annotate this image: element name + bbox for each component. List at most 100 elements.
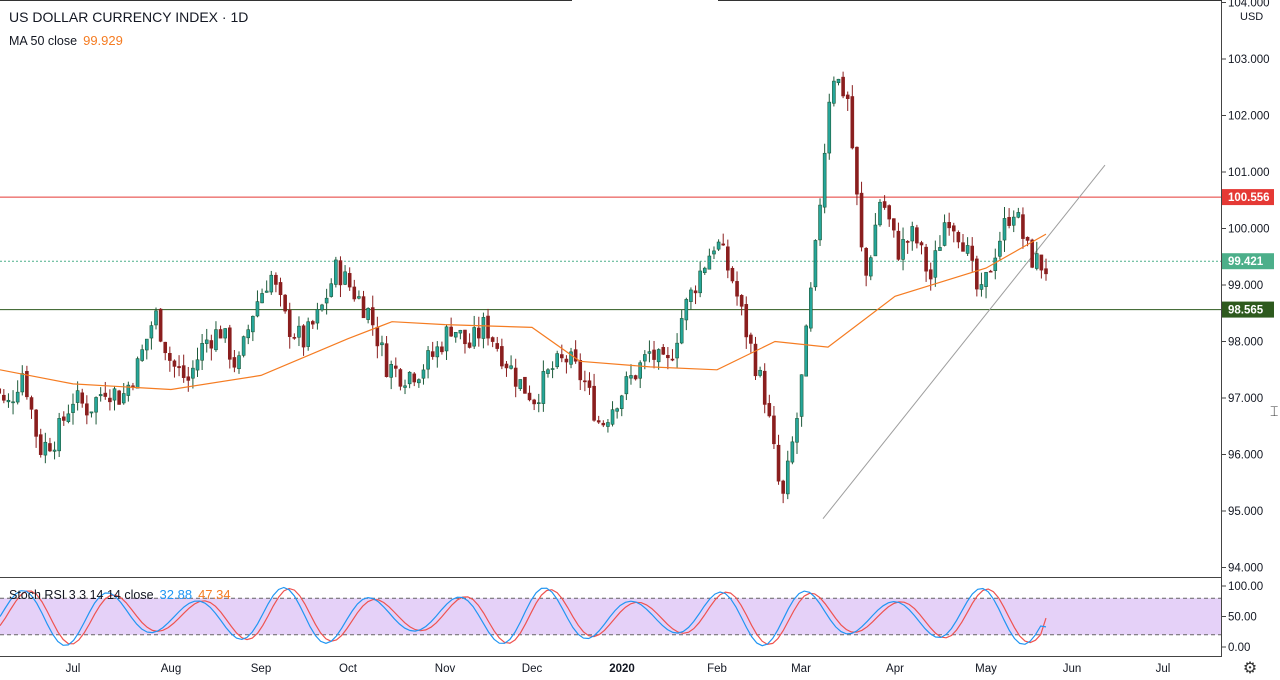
candle-body bbox=[112, 388, 117, 401]
candle-body bbox=[868, 257, 873, 277]
candle-body bbox=[845, 94, 850, 99]
gear-icon[interactable]: ⚙ bbox=[1242, 658, 1258, 677]
time-tick-label: May bbox=[975, 663, 997, 675]
candle-body bbox=[569, 351, 573, 365]
candle-body bbox=[753, 343, 758, 377]
candle-body bbox=[707, 255, 712, 270]
symbol-title: US DOLLAR CURRENCY INDEX · 1D bbox=[9, 9, 249, 25]
candle-body bbox=[541, 371, 546, 404]
candle-body bbox=[606, 422, 610, 427]
candle-body bbox=[643, 354, 647, 362]
candle-body bbox=[726, 246, 730, 271]
stoch-tick-label: 0.00 bbox=[1228, 642, 1250, 654]
candle-body bbox=[988, 270, 993, 273]
candle-body bbox=[652, 349, 656, 360]
candle-body bbox=[500, 346, 504, 367]
candle-body bbox=[108, 397, 112, 403]
candle-body bbox=[523, 376, 527, 394]
price-tick-label: 97.000 bbox=[1228, 393, 1263, 405]
candle-body bbox=[527, 392, 532, 401]
price-tick-label: 96.000 bbox=[1228, 450, 1263, 462]
candle-body bbox=[841, 76, 845, 97]
candle-body bbox=[573, 349, 578, 362]
candle-body bbox=[721, 243, 726, 246]
candle-body bbox=[172, 360, 177, 367]
price-tick-label: 95.000 bbox=[1228, 506, 1263, 518]
candle-body bbox=[550, 368, 555, 370]
candle-body bbox=[15, 391, 20, 403]
candle-body bbox=[1021, 214, 1025, 239]
candle-body bbox=[343, 271, 347, 285]
candle-body bbox=[905, 241, 910, 243]
candle-body bbox=[75, 390, 80, 403]
candle-body bbox=[1034, 253, 1039, 269]
candle-body bbox=[785, 460, 790, 495]
candle-body bbox=[214, 329, 218, 351]
candle-body bbox=[928, 269, 933, 280]
candle-body bbox=[61, 416, 66, 421]
candle-body bbox=[809, 287, 813, 329]
candle-body bbox=[767, 403, 772, 417]
candle-body bbox=[223, 328, 227, 339]
time-tick-label: Jul bbox=[66, 663, 81, 675]
candle-body bbox=[306, 321, 310, 347]
candle-body bbox=[1007, 217, 1011, 226]
candle-body bbox=[795, 418, 799, 443]
candle-body bbox=[1025, 236, 1030, 241]
candle-body bbox=[352, 286, 357, 300]
candle-body bbox=[89, 411, 94, 414]
candle-body bbox=[251, 315, 255, 333]
candle-body bbox=[633, 375, 638, 380]
candle-body bbox=[693, 290, 698, 294]
candle-body bbox=[366, 308, 370, 320]
candle-body bbox=[887, 205, 892, 220]
candle-body bbox=[762, 370, 767, 405]
candle-body bbox=[421, 369, 426, 379]
candle-body bbox=[144, 338, 149, 351]
candle-body bbox=[560, 354, 564, 359]
candle-body bbox=[596, 420, 601, 423]
trendline bbox=[822, 164, 1106, 520]
candle-body bbox=[43, 441, 48, 456]
candle-body bbox=[34, 409, 38, 437]
candle-body bbox=[878, 201, 882, 226]
candle-body bbox=[52, 449, 57, 452]
candle-body bbox=[232, 357, 237, 368]
candle-body bbox=[518, 379, 523, 389]
candle-body bbox=[601, 422, 606, 426]
candle-body bbox=[536, 402, 541, 404]
candle-body bbox=[121, 393, 126, 404]
candle-body bbox=[412, 373, 417, 383]
candle-body bbox=[827, 101, 832, 154]
candle-body bbox=[393, 365, 398, 369]
candle-body bbox=[283, 294, 287, 312]
candle-body bbox=[1044, 268, 1048, 275]
candle-body bbox=[149, 325, 154, 339]
candle-body bbox=[832, 80, 836, 104]
candle-body bbox=[458, 329, 463, 334]
candle-body bbox=[970, 245, 975, 261]
stoch-tick-label: 100.00 bbox=[1228, 581, 1263, 593]
candle-body bbox=[758, 369, 762, 376]
candle-body bbox=[186, 376, 191, 381]
candle-body bbox=[370, 307, 375, 326]
candle-body bbox=[140, 349, 144, 361]
candle-body bbox=[910, 226, 915, 242]
candle-body bbox=[126, 384, 131, 396]
support-badge-bg bbox=[1222, 301, 1274, 318]
candle-body bbox=[486, 315, 490, 339]
candle-body bbox=[818, 204, 822, 241]
candle-body bbox=[749, 334, 753, 344]
candle-body bbox=[467, 342, 472, 348]
candle-body bbox=[864, 247, 868, 276]
time-tick-label: Jun bbox=[1063, 663, 1082, 675]
time-tick-label: Sep bbox=[251, 663, 271, 675]
stoch-label: Stoch RSI 3 3 14 14 close bbox=[9, 588, 154, 602]
candle-body bbox=[227, 327, 232, 360]
candle-body bbox=[163, 341, 168, 354]
stoch-tick-label: 50.00 bbox=[1228, 612, 1257, 624]
candle-body bbox=[961, 242, 965, 252]
candle-body bbox=[195, 359, 200, 371]
candle-body bbox=[513, 367, 518, 387]
